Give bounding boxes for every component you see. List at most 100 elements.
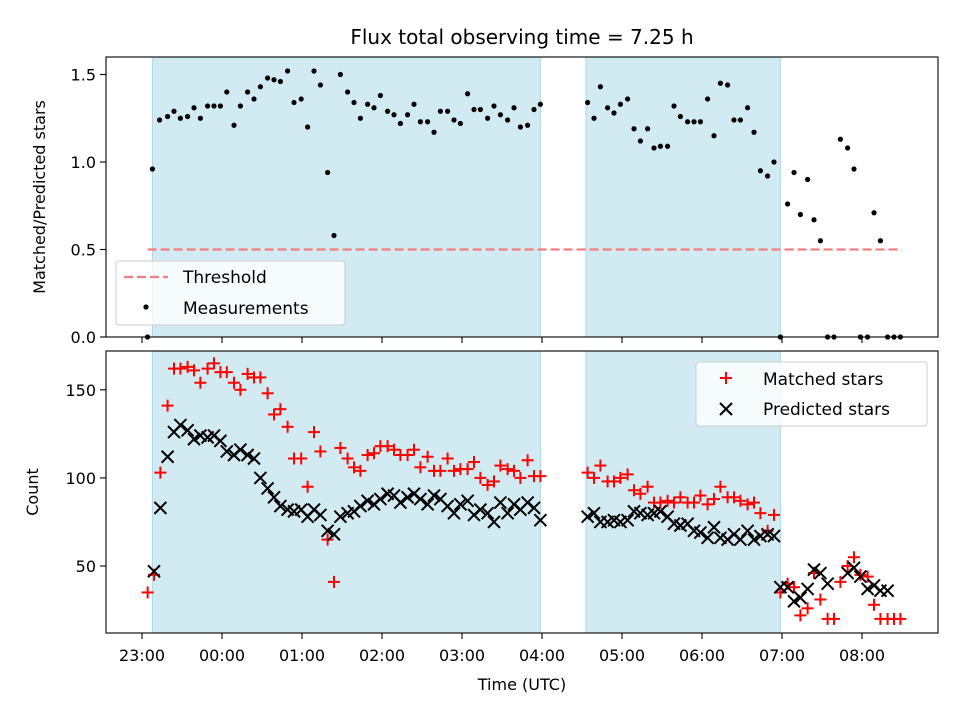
matched-star-point — [201, 362, 214, 375]
measurement-point — [185, 113, 191, 120]
measurement-point — [611, 110, 617, 116]
matched-star-point — [208, 357, 220, 370]
matched-star-point — [754, 507, 767, 520]
legend-matched-label: Matched stars — [763, 370, 883, 390]
matched-star-point — [834, 575, 847, 588]
x-tick-label: 03:00 — [439, 646, 485, 665]
predicted-star-point — [493, 495, 508, 510]
predicted-stars-points — [147, 418, 895, 608]
predicted-star-point — [800, 582, 815, 596]
bottom-y-axis-label: Count — [23, 468, 42, 516]
measurement-point — [177, 115, 183, 121]
matched-star-point — [848, 551, 860, 564]
predicted-star-point — [420, 497, 435, 512]
measurement-point — [511, 105, 517, 111]
measurement-point — [605, 105, 611, 111]
matched-star-point — [274, 403, 287, 416]
matched-star-point — [154, 466, 167, 479]
matched-star-point — [801, 602, 814, 615]
measurement-point — [245, 89, 251, 95]
measurement-point — [731, 117, 737, 123]
bottom-y-tick-label: 50 — [76, 557, 96, 576]
measurement-point — [791, 169, 797, 176]
top-y-axis-label: Matched/Predicted stars — [30, 100, 49, 294]
predicted-star-point — [447, 506, 461, 520]
top-y-tick-label: 0.0 — [71, 328, 96, 347]
matched-star-point — [614, 471, 627, 484]
measurement-point — [771, 159, 777, 165]
matched-star-point — [508, 464, 520, 477]
top-shaded-intervals — [151, 57, 781, 337]
matched-star-point — [328, 575, 340, 588]
predicted-star-point — [700, 531, 715, 545]
measurement-point — [157, 117, 163, 123]
measurement-point — [637, 138, 644, 144]
matched-star-point — [494, 459, 507, 472]
predicted-star-point — [273, 499, 288, 513]
measurement-point — [311, 68, 317, 74]
x-tick-label: 00:00 — [199, 646, 245, 665]
bottom-plot-frame — [105, 350, 939, 634]
matched-star-point — [441, 452, 454, 465]
predicted-star-point — [793, 591, 808, 605]
measurement-point — [745, 105, 751, 111]
measurement-point — [585, 99, 591, 106]
measurement-point — [251, 96, 257, 102]
measurement-point — [797, 211, 804, 218]
legend-measurements-swatch — [143, 304, 149, 310]
matched-star-point — [634, 487, 647, 500]
matched-star-point — [354, 464, 367, 477]
matched-star-point — [894, 612, 907, 625]
measurement-point — [657, 143, 664, 149]
measurement-point — [149, 166, 155, 172]
top-y-tick-label: 0.5 — [71, 241, 96, 260]
measurement-point — [425, 119, 431, 125]
predicted-star-point — [853, 569, 868, 584]
matched-star-point — [474, 471, 487, 484]
measurement-point — [325, 169, 331, 176]
measurement-point — [491, 103, 497, 109]
matched-star-point — [588, 471, 600, 484]
matched-star-point — [488, 475, 500, 488]
matched-star-point — [481, 478, 494, 491]
matched-star-point — [688, 496, 700, 509]
measurement-point — [717, 80, 724, 86]
top-y-tick-label: 1.5 — [71, 66, 96, 85]
predicted-star-point — [473, 502, 488, 517]
predicted-star-point — [333, 509, 348, 524]
matched-star-point — [694, 489, 707, 502]
measurement-point — [291, 99, 297, 106]
measurement-point — [737, 117, 744, 123]
predicted-star-point — [813, 566, 828, 580]
measurement-point — [298, 96, 304, 102]
matched-star-point — [228, 376, 240, 389]
measurement-point — [417, 119, 423, 125]
top-plot-frame — [105, 56, 939, 338]
matched-star-point — [668, 496, 680, 509]
matched-star-point — [268, 408, 280, 421]
predicted-star-point — [533, 513, 548, 527]
bottom-shaded-intervals — [151, 351, 781, 633]
matched-star-point — [408, 443, 420, 456]
x-tick-label: 06:00 — [679, 646, 725, 665]
measurement-point — [265, 75, 271, 81]
measurement-point — [531, 106, 537, 113]
top-y-axis: 0.0 0.5 1.0 1.5 — [71, 66, 106, 347]
measurement-point — [631, 126, 637, 132]
matched-star-point — [701, 498, 714, 511]
measurement-point — [257, 84, 263, 90]
measurement-point — [591, 115, 597, 121]
matched-star-point — [194, 376, 207, 389]
matched-star-point — [334, 441, 347, 454]
predicted-star-point — [860, 582, 875, 596]
measurement-point — [785, 201, 791, 207]
measurement-point — [377, 92, 383, 99]
measurement-point — [271, 77, 277, 83]
predicted-star-point — [707, 520, 721, 534]
matched-star-point — [501, 463, 514, 476]
bottom-shaded-interval-0 — [152, 351, 541, 633]
predicted-star-point — [480, 506, 495, 520]
matched-star-point — [734, 494, 747, 507]
matched-star-point — [708, 493, 720, 506]
matched-star-point — [728, 491, 740, 504]
